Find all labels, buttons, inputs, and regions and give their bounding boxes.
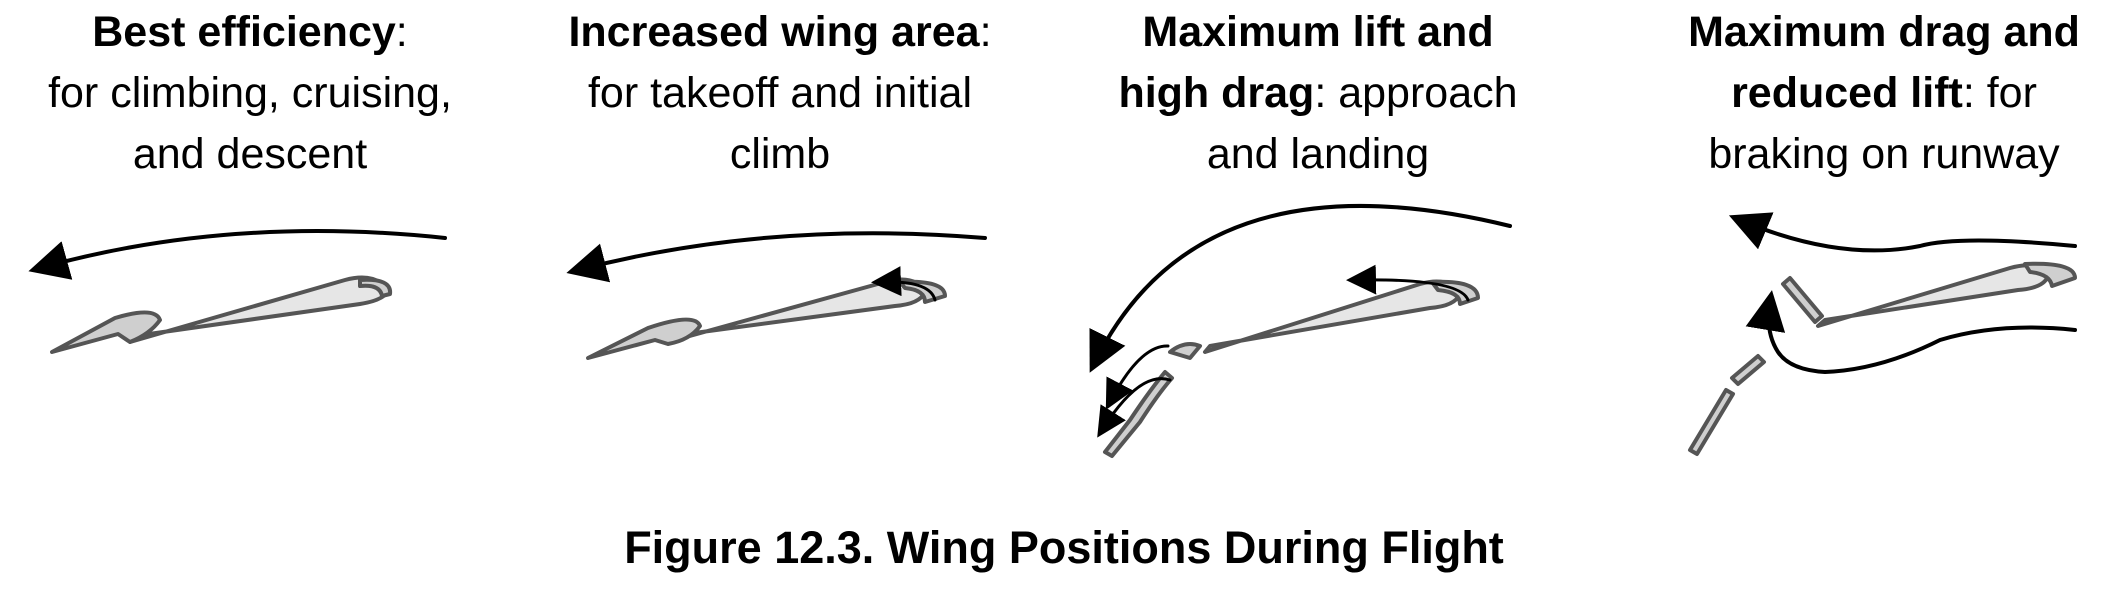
panel-3-heading-line2: high drag: [1118, 69, 1315, 117]
panel-2-airflow-arrow: [566, 231, 987, 283]
panel-1-flap: [50, 310, 162, 354]
panel-4-flap-lower: [1688, 388, 1735, 456]
panel-2-line3: climb: [729, 130, 831, 178]
panel-2-flap: [586, 317, 702, 360]
panel-2-slot-arrow: [871, 266, 937, 302]
panel-4-flap-upper: [1730, 354, 1766, 386]
panel-4-slat: [2023, 261, 2077, 288]
panel-4-caption: Maximum drag and reduced lift: for braki…: [1640, 2, 2128, 185]
panel-2-heading: Increased wing area: [568, 8, 980, 56]
panel-3-rest-line2: : approach: [1314, 69, 1518, 117]
panel-3-vane: [1168, 342, 1202, 360]
panel-1-line3: and descent: [132, 130, 368, 178]
panel-3-heading-line1: Maximum lift and: [1142, 8, 1494, 56]
panel-2-line2: for takeoff and initial: [587, 69, 973, 117]
panel-2-wing: [666, 277, 927, 344]
panel-3-wing: [1203, 279, 1462, 354]
panel-4-upper-airflow-arrow: [1728, 212, 2077, 253]
panel-3-line3: and landing: [1206, 130, 1430, 178]
panel-4-wing: [1816, 263, 2050, 328]
panel-3-flap-arrow-1: [1105, 344, 1170, 410]
panel-3-airflow-arrow: [1089, 203, 1512, 373]
panel-1-line2: for climbing, cruising,: [48, 69, 452, 117]
panel-4-lower-airflow: [1745, 290, 2077, 375]
panel-4-rest-line2: : for: [1962, 69, 2037, 117]
panel-4-heading-line1: Maximum drag and: [1688, 8, 2080, 56]
panel-4-heading-line2: reduced lift: [1731, 69, 1963, 117]
panel-1-colon: :: [395, 8, 408, 56]
panel-3-caption: Maximum lift and high drag: approach and…: [1068, 2, 1568, 185]
panel-2-drawing: [566, 231, 987, 360]
panel-1-slat: [358, 277, 393, 298]
panel-3-slot-arrow: [1346, 264, 1470, 302]
panel-1-heading: Best efficiency: [92, 8, 396, 56]
panel-2-caption: Increased wing area: for takeoff and ini…: [530, 2, 1030, 185]
panel-2-colon: :: [979, 8, 992, 56]
panel-4-drawing: [1688, 212, 2077, 456]
panel-1-caption: Best efficiency: for climbing, cruising,…: [0, 2, 500, 185]
panel-3-flap-arrow-2: [1097, 377, 1172, 438]
panel-1-airflow-arrow: [28, 229, 447, 280]
panel-1-wing: [128, 275, 390, 344]
panel-3-drawing: [1089, 203, 1512, 458]
panel-4-spoiler: [1781, 276, 1824, 324]
panel-1-drawing: [28, 229, 447, 354]
panel-3-flap: [1103, 370, 1174, 458]
figure-title: Figure 12.3. Wing Positions During Fligh…: [624, 522, 1504, 573]
panel-4-line3: braking on runway: [1708, 130, 2060, 178]
